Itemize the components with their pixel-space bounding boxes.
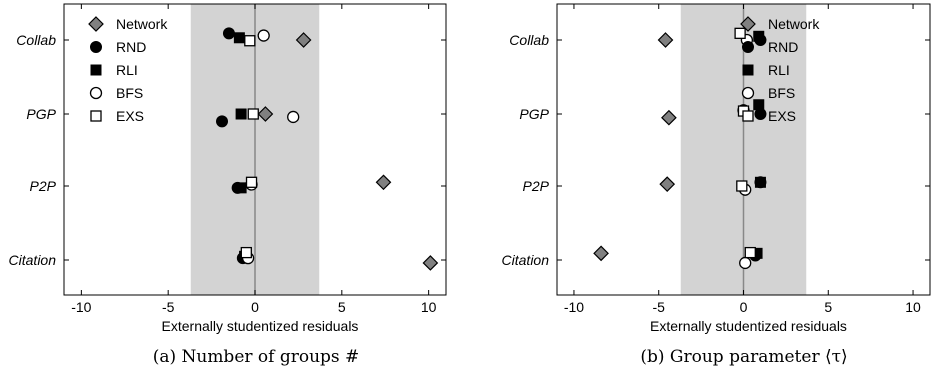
legend-marker-rli [90,64,102,76]
legend-label-bfs: BFS [768,85,795,101]
x-tick-label: 0 [740,299,748,315]
data-point-exs-collab [244,35,256,47]
legend-label-bfs: BFS [116,85,143,101]
x-tick-label: -5 [162,299,175,315]
legend: Network RND RLI BFS EXS [740,16,820,124]
chart-panel-1: -10 -5 0 5 10 Collab PGP P2P Citation Externally … [9,3,447,367]
data-point-rli-collab [753,30,765,42]
legend-label-rnd: RND [116,39,146,55]
legend-marker-rli [742,64,754,76]
chart-panel-2: -10 -5 0 5 10 Collab PGP P2P Citation Externally … [502,3,931,367]
caption: (b) Group parameter ⟨τ⟩ [640,347,847,367]
legend-marker-bfs [741,86,755,100]
legend-marker-network [88,16,104,32]
legend-marker-bfs [89,86,103,100]
legend-label-rli: RLI [768,62,790,78]
category-label-citation: Citation [502,252,550,268]
data-point-network-citation [593,245,609,262]
data-point-bfs-collab [257,29,270,42]
data-point-rnd-pgp [216,115,229,128]
data-point-rli-pgp [753,99,765,111]
x-tick-label: -10 [71,299,91,315]
data-point-rli-p2p [754,176,766,188]
data-point-exs-citation [240,246,252,259]
legend-label-rnd: RND [768,39,798,55]
data-point-exs-citation [744,246,756,259]
legend-label-rli: RLI [116,62,138,78]
x-tick-label: -5 [653,299,666,315]
legend-marker-exs [742,110,754,122]
data-point-rli-pgp [235,108,247,120]
data-point-exs-collab [734,27,746,39]
legend-label-network: Network [116,16,168,32]
legend-marker-rnd [90,41,102,53]
legend-marker-network [740,16,756,32]
category-label-collab: Collab [16,32,56,48]
legend-marker-exs [90,110,102,122]
data-point-network-pgp [257,106,274,122]
data-point-rli-collab [233,32,245,44]
category-label-collab: Collab [509,32,549,48]
legend-label-network: Network [768,16,820,32]
data-point-rnd-collab [222,27,235,40]
x-tick-label: 0 [251,299,259,315]
data-point-network-p2p [375,174,392,191]
category-label-pgp: PGP [26,106,56,122]
data-point-rli-p2p [235,182,247,194]
x-tick-label: -10 [564,299,584,315]
x-tick-label: 10 [421,299,437,315]
data-point-bfs-pgp [287,110,300,124]
x-axis-label: Externally studentized residuals [650,318,847,334]
x-tick-label: 5 [824,299,832,315]
data-point-exs-p2p [245,176,258,188]
legend-label-exs: EXS [116,108,144,124]
caption: (a) Number of groups # [153,347,360,367]
data-point-network-collab [657,32,674,48]
data-point-network-pgp [661,109,677,126]
data-point-network-p2p [659,176,676,192]
x-tick-label: 5 [338,299,346,315]
category-label-pgp: PGP [519,106,549,122]
data-point-exs-pgp [247,108,259,120]
category-label-p2p: P2P [30,178,57,194]
data-point-bfs-citation [739,256,752,270]
data-point-network-citation [422,255,439,271]
legend-label-exs: EXS [768,108,796,124]
legend: Network RND RLI BFS EXS [88,16,168,124]
x-tick-label: 10 [905,299,921,315]
category-label-p2p: P2P [523,178,550,194]
data-point-network-collab [295,32,312,48]
x-axis-label: Externally studentized residuals [162,318,359,334]
legend-marker-rnd [742,41,754,53]
data-point-exs-p2p [736,180,748,192]
category-label-citation: Citation [9,252,57,268]
